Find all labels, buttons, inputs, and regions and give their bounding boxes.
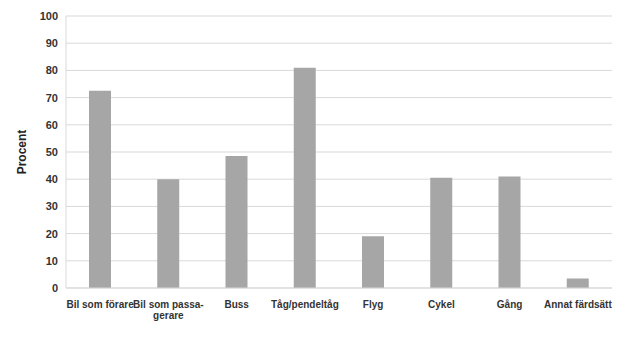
svg-text:100: 100: [40, 10, 58, 22]
svg-text:50: 50: [46, 146, 58, 158]
svg-text:Tåg/pendeltåg: Tåg/pendeltåg: [271, 299, 339, 310]
svg-text:40: 40: [46, 173, 58, 185]
svg-text:70: 70: [46, 92, 58, 104]
svg-text:30: 30: [46, 200, 58, 212]
svg-text:90: 90: [46, 37, 58, 49]
svg-text:80: 80: [46, 64, 58, 76]
svg-text:10: 10: [46, 255, 58, 267]
svg-text:20: 20: [46, 228, 58, 240]
svg-text:Flyg: Flyg: [363, 299, 384, 310]
svg-text:Cykel: Cykel: [428, 299, 455, 310]
svg-text:60: 60: [46, 119, 58, 131]
svg-text:Gång: Gång: [497, 299, 523, 310]
svg-text:Procent: Procent: [15, 130, 29, 175]
svg-text:Bil som passa-gerare: Bil som passa-gerare: [133, 299, 204, 321]
svg-text:0: 0: [52, 282, 58, 294]
svg-text:Bil som förare: Bil som förare: [67, 299, 135, 310]
svg-text:Buss: Buss: [224, 299, 249, 310]
svg-text:Annat färdsätt: Annat färdsätt: [544, 299, 612, 310]
